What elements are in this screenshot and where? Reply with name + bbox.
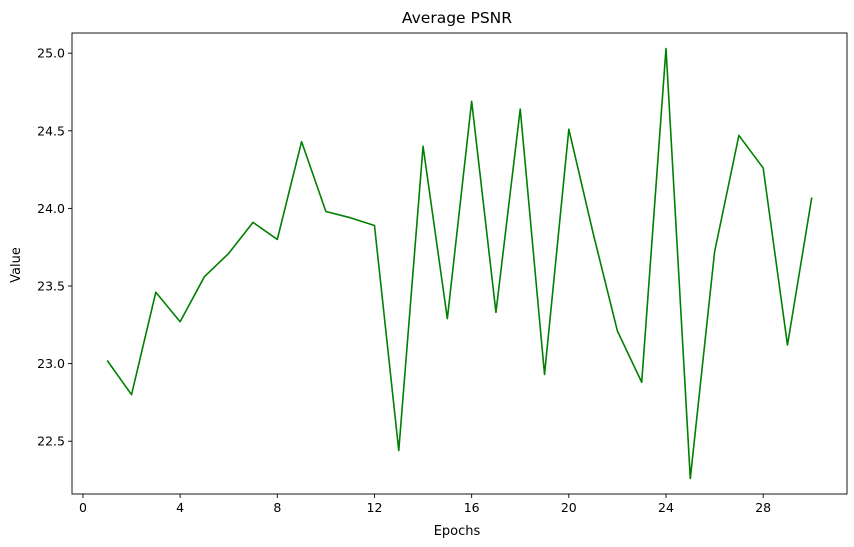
x-tick-label: 12 — [367, 500, 383, 515]
x-tick-label: 8 — [273, 500, 281, 515]
y-tick-label: 24.5 — [37, 123, 65, 138]
x-axis-title: Epochs — [434, 524, 481, 539]
x-tick-label: 24 — [658, 500, 674, 515]
x-tick-label: 4 — [176, 500, 184, 515]
x-tick-label: 0 — [79, 500, 87, 515]
x-tick-label: 28 — [755, 500, 771, 515]
x-tick-label: 16 — [464, 500, 480, 515]
series-line-0 — [106, 47, 813, 480]
plot-area: 0 4 8 12 16 20 24 28 22.5 23.0 23.5 24.0 24.5 25.0 — [37, 32, 848, 515]
axes-frame — [71, 32, 848, 495]
chart-title: Average PSNR — [402, 9, 512, 27]
y-tick-label: 23.0 — [37, 356, 65, 371]
y-tick-label: 22.5 — [37, 434, 65, 449]
x-tick-label: 20 — [561, 500, 577, 515]
y-axis-title: Value — [9, 247, 24, 283]
y-tick-label: 25.0 — [37, 46, 65, 61]
y-tick-label: 24.0 — [37, 201, 65, 216]
y-tick-label: 23.5 — [37, 279, 65, 294]
